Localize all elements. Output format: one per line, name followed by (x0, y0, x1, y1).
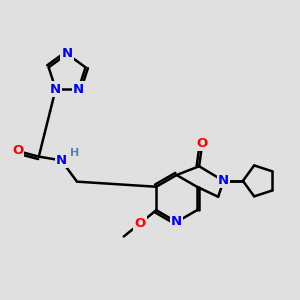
Text: N: N (73, 82, 84, 95)
Text: N: N (171, 215, 182, 229)
Text: N: N (218, 174, 229, 188)
Text: O: O (12, 145, 23, 158)
Text: N: N (61, 47, 73, 61)
Text: O: O (196, 137, 208, 150)
Text: N: N (50, 82, 61, 95)
Text: H: H (70, 148, 79, 158)
Text: O: O (134, 217, 146, 230)
Text: N: N (56, 154, 67, 167)
